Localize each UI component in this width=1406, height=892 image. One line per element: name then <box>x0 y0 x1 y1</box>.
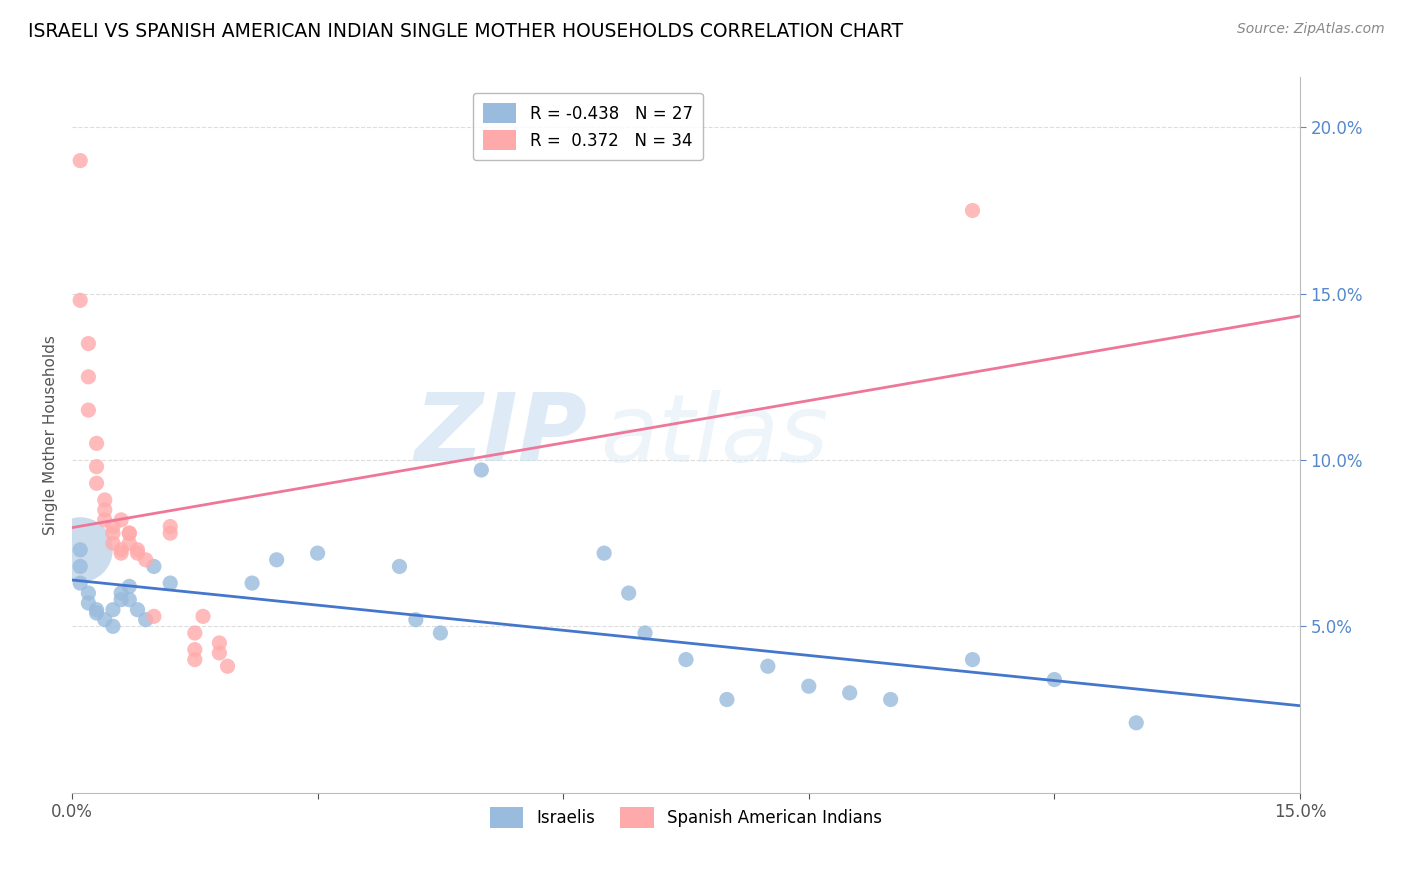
Point <box>94 503 117 517</box>
Point <box>118 536 141 550</box>
Point <box>101 526 124 541</box>
Text: atlas: atlas <box>600 390 828 481</box>
Point <box>962 652 984 666</box>
Point <box>208 646 231 660</box>
Point <box>159 519 181 533</box>
Point <box>184 626 207 640</box>
Point <box>962 203 984 218</box>
Point <box>69 576 91 591</box>
Point <box>86 606 108 620</box>
Point <box>617 586 640 600</box>
Point <box>159 576 181 591</box>
Point <box>184 642 207 657</box>
Legend: Israelis, Spanish American Indians: Israelis, Spanish American Indians <box>484 801 889 834</box>
Point <box>142 559 165 574</box>
Point <box>405 613 427 627</box>
Point <box>388 559 411 574</box>
Point <box>110 586 132 600</box>
Point <box>127 546 149 560</box>
Point <box>879 692 901 706</box>
Point <box>266 553 288 567</box>
Text: Source: ZipAtlas.com: Source: ZipAtlas.com <box>1237 22 1385 37</box>
Point <box>217 659 239 673</box>
Point <box>675 652 697 666</box>
Point <box>127 542 149 557</box>
Point <box>135 613 157 627</box>
Point <box>94 513 117 527</box>
Point <box>118 579 141 593</box>
Point <box>118 526 141 541</box>
Point <box>94 613 117 627</box>
Point <box>797 679 820 693</box>
Point <box>110 542 132 557</box>
Point <box>716 692 738 706</box>
Point <box>69 559 91 574</box>
Point <box>110 592 132 607</box>
Point <box>69 293 91 308</box>
Point <box>77 336 100 351</box>
Point <box>86 459 108 474</box>
Point <box>756 659 779 673</box>
Point <box>634 626 657 640</box>
Text: ISRAELI VS SPANISH AMERICAN INDIAN SINGLE MOTHER HOUSEHOLDS CORRELATION CHART: ISRAELI VS SPANISH AMERICAN INDIAN SINGL… <box>28 22 903 41</box>
Point <box>429 626 451 640</box>
Point <box>135 553 157 567</box>
Point <box>470 463 492 477</box>
Point <box>159 526 181 541</box>
Point <box>118 592 141 607</box>
Point <box>86 603 108 617</box>
Point <box>77 596 100 610</box>
Point <box>77 403 100 417</box>
Point <box>127 603 149 617</box>
Point <box>118 526 141 541</box>
Point <box>184 652 207 666</box>
Point <box>1043 673 1066 687</box>
Point <box>838 686 860 700</box>
Point <box>69 542 91 557</box>
Point <box>86 476 108 491</box>
Point <box>101 536 124 550</box>
Point <box>86 436 108 450</box>
Point <box>307 546 329 560</box>
Point <box>94 492 117 507</box>
Point <box>69 153 91 168</box>
Point <box>240 576 263 591</box>
Point <box>1125 715 1147 730</box>
Y-axis label: Single Mother Households: Single Mother Households <box>44 335 58 535</box>
Point <box>77 369 100 384</box>
Point <box>191 609 214 624</box>
Point <box>101 619 124 633</box>
Point <box>593 546 616 560</box>
Point <box>110 513 132 527</box>
Point <box>101 603 124 617</box>
Point <box>101 519 124 533</box>
Point <box>142 609 165 624</box>
Point <box>77 586 100 600</box>
Text: ZIP: ZIP <box>415 389 588 481</box>
Point <box>208 636 231 650</box>
Point <box>69 542 91 557</box>
Point <box>110 546 132 560</box>
